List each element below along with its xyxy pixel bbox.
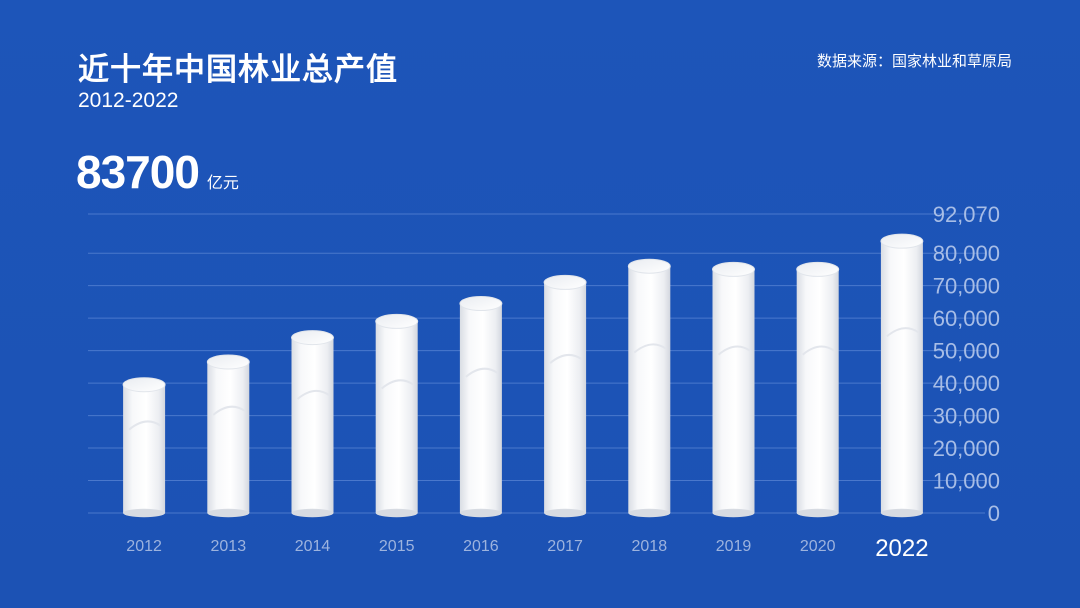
bar-2013 (206, 354, 250, 518)
y-tick-label: 10,000 (933, 469, 1000, 494)
bar-2016 (459, 296, 503, 518)
x-axis-ticks: 2012 2013 2014 2015 2016 2017 2018 2019 2020 2022 (126, 535, 928, 562)
headline-value: 83700 (76, 146, 200, 198)
bar-texture (802, 345, 835, 356)
x-tick-label: 2018 (632, 538, 668, 555)
bar-2012 (122, 377, 166, 518)
bar-body (796, 269, 839, 513)
bar-2019 (712, 261, 755, 518)
bar-texture (886, 327, 919, 338)
y-tick-label: 30,000 (933, 404, 1000, 429)
bar-texture (128, 420, 162, 431)
bar-cap (627, 258, 671, 274)
bar-cap (206, 354, 250, 370)
bar-cap (459, 296, 503, 312)
bar-body (880, 241, 923, 513)
bar-base (712, 508, 755, 518)
bar-base (628, 508, 671, 518)
y-tick-label: 20,000 (933, 436, 1000, 461)
bar-cap (375, 313, 419, 329)
bar-cap (122, 377, 166, 393)
bar-2018 (627, 258, 671, 518)
bar-texture (717, 345, 751, 356)
data-source-label: 数据来源：国家林业和草原局 (816, 52, 1012, 70)
bar-base (375, 508, 418, 518)
x-tick-label: 2016 (463, 538, 499, 555)
bar-texture (296, 389, 330, 400)
bars (122, 233, 924, 518)
y-tick-label: 80,000 (933, 241, 1000, 266)
y-axis-ticks: 0 10,000 20,000 30,000 40,000 50,000 60,000 70,… (933, 202, 1000, 526)
y-tick-label: 60,000 (933, 306, 1000, 331)
headline-total: 83700 亿元 (76, 145, 239, 199)
chart-subtitle: 2012-2022 (78, 89, 179, 112)
bar-base (796, 508, 839, 518)
bar-2014 (291, 330, 334, 518)
y-tick-label: 0 (988, 501, 1000, 526)
bar-2022 (880, 233, 924, 518)
x-tick-label: 2017 (547, 538, 583, 555)
bar-cap (543, 274, 587, 290)
y-tick-label: 70,000 (933, 274, 1000, 299)
bar-texture (212, 405, 246, 416)
bar-2017 (543, 274, 587, 518)
x-tick-label: 2020 (800, 538, 836, 555)
bar-cap (796, 261, 840, 277)
bar-cap (880, 233, 924, 249)
bar-body (123, 384, 166, 513)
x-tick-label: 2022 (875, 535, 928, 562)
bar-body (459, 303, 502, 513)
bar-texture (381, 379, 414, 390)
y-tick-label: 92,070 (933, 202, 1000, 227)
bar-cap (712, 261, 755, 277)
x-tick-label: 2014 (295, 538, 331, 555)
bar-base (544, 508, 587, 518)
chart-title: 近十年中国林业总产值 (78, 52, 398, 88)
bar-body (712, 269, 755, 513)
y-tick-label: 40,000 (933, 371, 1000, 396)
bar-base (459, 508, 502, 518)
bar-texture (633, 343, 667, 354)
y-tick-label: 50,000 (933, 339, 1000, 364)
x-tick-label: 2013 (211, 538, 247, 555)
bar-2015 (375, 313, 419, 518)
x-tick-label: 2019 (716, 538, 752, 555)
bar-base (123, 508, 166, 518)
bar-2020 (796, 261, 840, 518)
x-tick-label: 2012 (126, 538, 162, 555)
bar-body (544, 282, 587, 513)
x-tick-label: 2015 (379, 538, 415, 555)
bar-body (375, 321, 418, 513)
bar-base (880, 508, 923, 518)
bar-texture (549, 354, 583, 364)
bar-body (207, 361, 250, 513)
headline-unit: 亿元 (206, 173, 239, 192)
bar-base (291, 508, 334, 518)
bar-texture (465, 367, 498, 378)
bar-body (291, 337, 334, 513)
bar-base (207, 508, 250, 518)
bar-cap (291, 330, 334, 346)
bar-body (628, 266, 671, 513)
